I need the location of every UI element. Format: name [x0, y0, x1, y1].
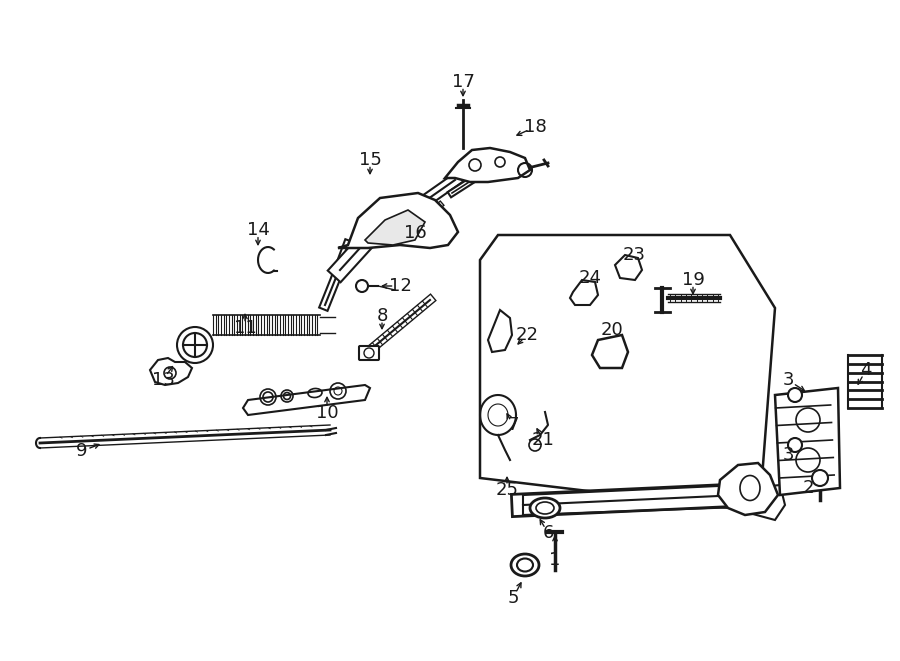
Text: 7: 7	[508, 416, 518, 434]
Text: 13: 13	[151, 371, 175, 389]
Text: 25: 25	[496, 481, 518, 499]
Text: 20: 20	[600, 321, 624, 339]
Text: 16: 16	[403, 224, 427, 242]
Text: 23: 23	[623, 246, 645, 264]
Polygon shape	[365, 210, 425, 245]
Circle shape	[812, 470, 828, 486]
Circle shape	[356, 280, 368, 292]
Polygon shape	[445, 148, 530, 182]
Polygon shape	[150, 358, 192, 385]
Polygon shape	[592, 335, 628, 368]
Text: 11: 11	[234, 319, 256, 337]
Text: 6: 6	[543, 524, 553, 542]
Polygon shape	[735, 485, 785, 520]
Circle shape	[177, 327, 213, 363]
Text: 15: 15	[358, 151, 382, 169]
Ellipse shape	[511, 554, 539, 576]
Polygon shape	[615, 255, 642, 280]
Text: 17: 17	[452, 73, 474, 91]
Polygon shape	[488, 310, 512, 352]
Text: 2: 2	[802, 479, 814, 497]
Ellipse shape	[530, 498, 560, 518]
Text: 3: 3	[782, 371, 794, 389]
Polygon shape	[243, 385, 370, 415]
Polygon shape	[775, 388, 840, 495]
Text: 4: 4	[860, 361, 872, 379]
Text: 19: 19	[681, 271, 705, 289]
Text: 12: 12	[389, 277, 411, 295]
Circle shape	[788, 438, 802, 452]
Text: 14: 14	[247, 221, 269, 239]
FancyBboxPatch shape	[359, 346, 379, 360]
Polygon shape	[570, 280, 598, 305]
Text: 22: 22	[516, 326, 538, 344]
Polygon shape	[480, 235, 775, 508]
Text: 9: 9	[76, 442, 88, 460]
Text: 8: 8	[376, 307, 388, 325]
Text: 18: 18	[524, 118, 546, 136]
Circle shape	[788, 388, 802, 402]
Text: 3: 3	[782, 446, 794, 464]
Text: 24: 24	[579, 269, 601, 287]
Text: 1: 1	[549, 551, 561, 569]
Polygon shape	[718, 463, 778, 515]
Polygon shape	[338, 193, 458, 248]
Text: 21: 21	[532, 431, 554, 449]
Text: 10: 10	[316, 404, 338, 422]
Text: 5: 5	[508, 589, 518, 607]
